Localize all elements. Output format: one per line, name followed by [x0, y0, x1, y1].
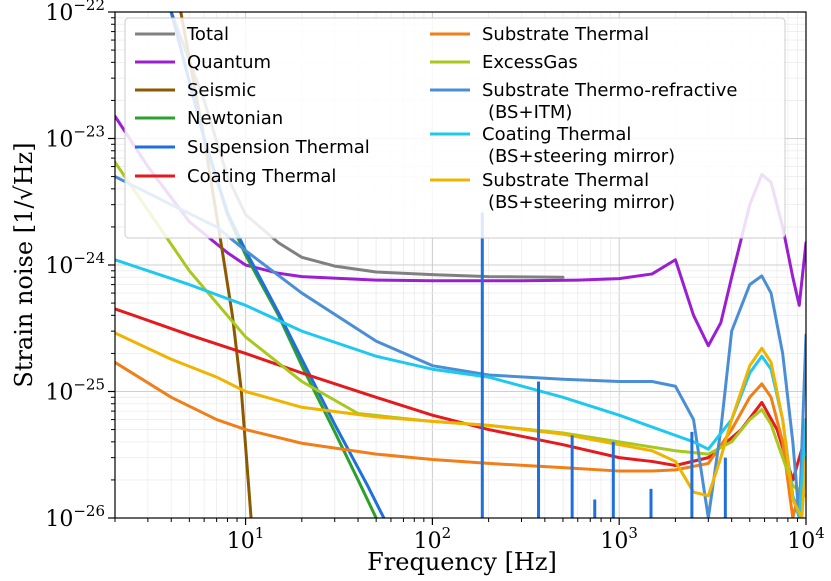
x-tick-label: 102 — [414, 524, 452, 554]
series-line-substrate-thermal-6 — [115, 360, 806, 518]
legend-label-sub: (BS+steering mirror) — [488, 146, 675, 167]
legend-label: Newtonian — [187, 108, 283, 129]
y-tick-label: 10−25 — [45, 376, 105, 406]
y-axis-label: Strain noise [1/√Hz] — [10, 142, 38, 387]
legend-label: Total — [186, 24, 229, 45]
legend-label: Suspension Thermal — [187, 137, 370, 158]
series-group — [115, 12, 806, 518]
x-axis-label: Frequency [Hz] — [367, 548, 557, 576]
legend-label: Coating Thermal — [187, 166, 336, 187]
legend-label: Coating Thermal — [482, 124, 631, 145]
series-line-substrate-thermo-refractive-8 — [115, 175, 806, 518]
y-tick-label: 10−26 — [45, 502, 105, 532]
legend-label: Seismic — [187, 80, 256, 101]
legend-label: Quantum — [187, 52, 271, 73]
series-line-excessgas-7 — [115, 160, 806, 498]
legend: Total Quantum Seismic Newtonian Suspension T… — [124, 17, 786, 239]
legend-label: Substrate Thermal — [482, 170, 649, 191]
legend-label-sub: (BS+ITM) — [488, 102, 572, 123]
series-line-coating-thermal-5 — [115, 307, 806, 482]
legend-box — [124, 17, 786, 239]
legend-label-sub: (BS+steering mirror) — [488, 192, 675, 213]
x-tick-label: 103 — [600, 524, 638, 554]
y-tick-label: 10−22 — [45, 0, 105, 26]
ticks: 101 102 103 104 10−26 10−25 10−24 10−23 10−22 — [45, 0, 824, 554]
x-tick-label: 101 — [227, 524, 265, 554]
series-line-substrate-thermal-10 — [115, 331, 806, 518]
legend-label: Substrate Thermal — [482, 24, 649, 45]
y-tick-label: 10−24 — [45, 249, 105, 279]
y-tick-label: 10−23 — [45, 123, 105, 153]
legend-label: ExcessGas — [482, 52, 578, 73]
x-tick-label: 104 — [787, 524, 825, 554]
legend-label: Substrate Thermo-refractive — [482, 80, 737, 101]
